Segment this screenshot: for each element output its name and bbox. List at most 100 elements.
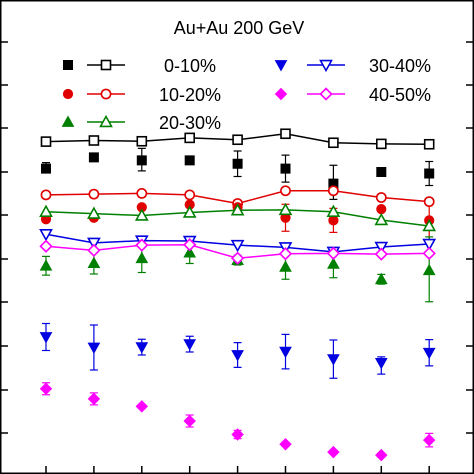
data-point: [375, 448, 388, 462]
data-point: [40, 136, 52, 147]
data-point: [376, 167, 387, 177]
legend-marker-open: [99, 114, 113, 128]
legend-entry: 20-30%: [61, 113, 221, 133]
data-point: [278, 247, 293, 261]
data-point: [374, 357, 388, 370]
data-point: [87, 256, 101, 269]
data-point: [87, 392, 101, 406]
data-point: [327, 354, 340, 366]
data-point: [39, 204, 53, 217]
data-point: [422, 263, 436, 276]
data-point: [424, 168, 435, 179]
legend-label: 0-10%: [164, 56, 216, 76]
data-point: [279, 260, 292, 272]
data-point: [327, 257, 340, 269]
data-point: [182, 205, 197, 218]
data-point: [230, 239, 245, 253]
data-point: [326, 204, 341, 217]
legend-label: 40-50%: [369, 85, 431, 105]
data-point: [327, 185, 339, 197]
data-point: [230, 251, 245, 265]
data-point: [136, 155, 147, 166]
legend-label: 10-20%: [159, 85, 221, 105]
legend-label: 20-30%: [159, 113, 221, 133]
data-point: [230, 203, 245, 216]
data-point: [135, 400, 149, 413]
data-point: [183, 246, 197, 258]
data-point: [280, 163, 291, 174]
data-point: [231, 350, 244, 362]
data-point: [39, 229, 53, 242]
legend-label: 30-40%: [369, 56, 431, 76]
data-point: [374, 212, 389, 226]
data-point: [231, 428, 244, 441]
data-point: [183, 339, 197, 351]
data-point: [232, 134, 243, 146]
data-markers: [39, 128, 437, 462]
data-point: [375, 192, 387, 203]
data-point: [328, 137, 339, 149]
data-point: [184, 132, 195, 144]
data-point: [422, 433, 436, 447]
data-point: [423, 196, 435, 208]
data-point: [279, 346, 292, 359]
data-point: [183, 414, 196, 428]
data-point: [88, 135, 100, 146]
data-point: [87, 237, 101, 251]
legend-marker-open: [319, 87, 333, 101]
legend-marker-filled: [61, 115, 75, 127]
chart-title: Au+Au 200 GeV: [174, 18, 305, 38]
legend-entry: 30-40%: [274, 56, 431, 76]
data-point: [184, 189, 196, 201]
data-point: [328, 215, 339, 226]
legend-entry: 10-20%: [62, 85, 221, 105]
data-point: [375, 138, 387, 150]
data-point: [422, 238, 437, 252]
data-point: [327, 445, 340, 459]
data-point: [423, 138, 435, 150]
data-point: [87, 243, 101, 258]
data-point: [184, 155, 195, 166]
data-point: [39, 239, 53, 253]
data-point: [41, 163, 51, 174]
legend-entry: 0-10%: [63, 56, 216, 76]
data-point: [422, 347, 436, 360]
data-point: [280, 185, 291, 197]
legend: 0-10% 10-20% 20-30% 30-40% 40-50%: [61, 56, 431, 133]
data-point: [278, 202, 293, 216]
legend-marker-open: [100, 59, 112, 71]
data-point: [40, 189, 52, 201]
legend-entry: 40-50%: [274, 85, 431, 105]
data-point: [135, 238, 149, 252]
legend-marker-open: [100, 88, 112, 100]
data-point: [422, 218, 437, 232]
data-point: [135, 251, 149, 264]
data-point: [232, 158, 243, 169]
data-point: [136, 187, 148, 199]
data-point: [376, 204, 387, 215]
data-point: [134, 208, 149, 221]
data-point: [326, 246, 341, 261]
data-point: [280, 128, 291, 140]
data-point: [183, 238, 197, 252]
data-point: [39, 259, 53, 271]
data-point: [39, 332, 53, 344]
data-point: [87, 342, 101, 355]
data-point: [39, 382, 53, 395]
data-point: [279, 438, 292, 451]
legend-marker-filled: [274, 60, 288, 72]
legend-marker-open: [319, 59, 333, 73]
data-point: [88, 188, 100, 200]
legend-marker-filled: [63, 60, 73, 70]
data-point: [136, 135, 148, 147]
legend-marker-filled: [274, 87, 288, 101]
data-point: [87, 206, 101, 219]
data-point: [374, 247, 388, 261]
data-point: [135, 342, 149, 354]
data-point: [422, 246, 436, 261]
data-point: [88, 152, 99, 163]
data-point: [374, 272, 388, 285]
legend-marker-filled: [62, 88, 74, 100]
